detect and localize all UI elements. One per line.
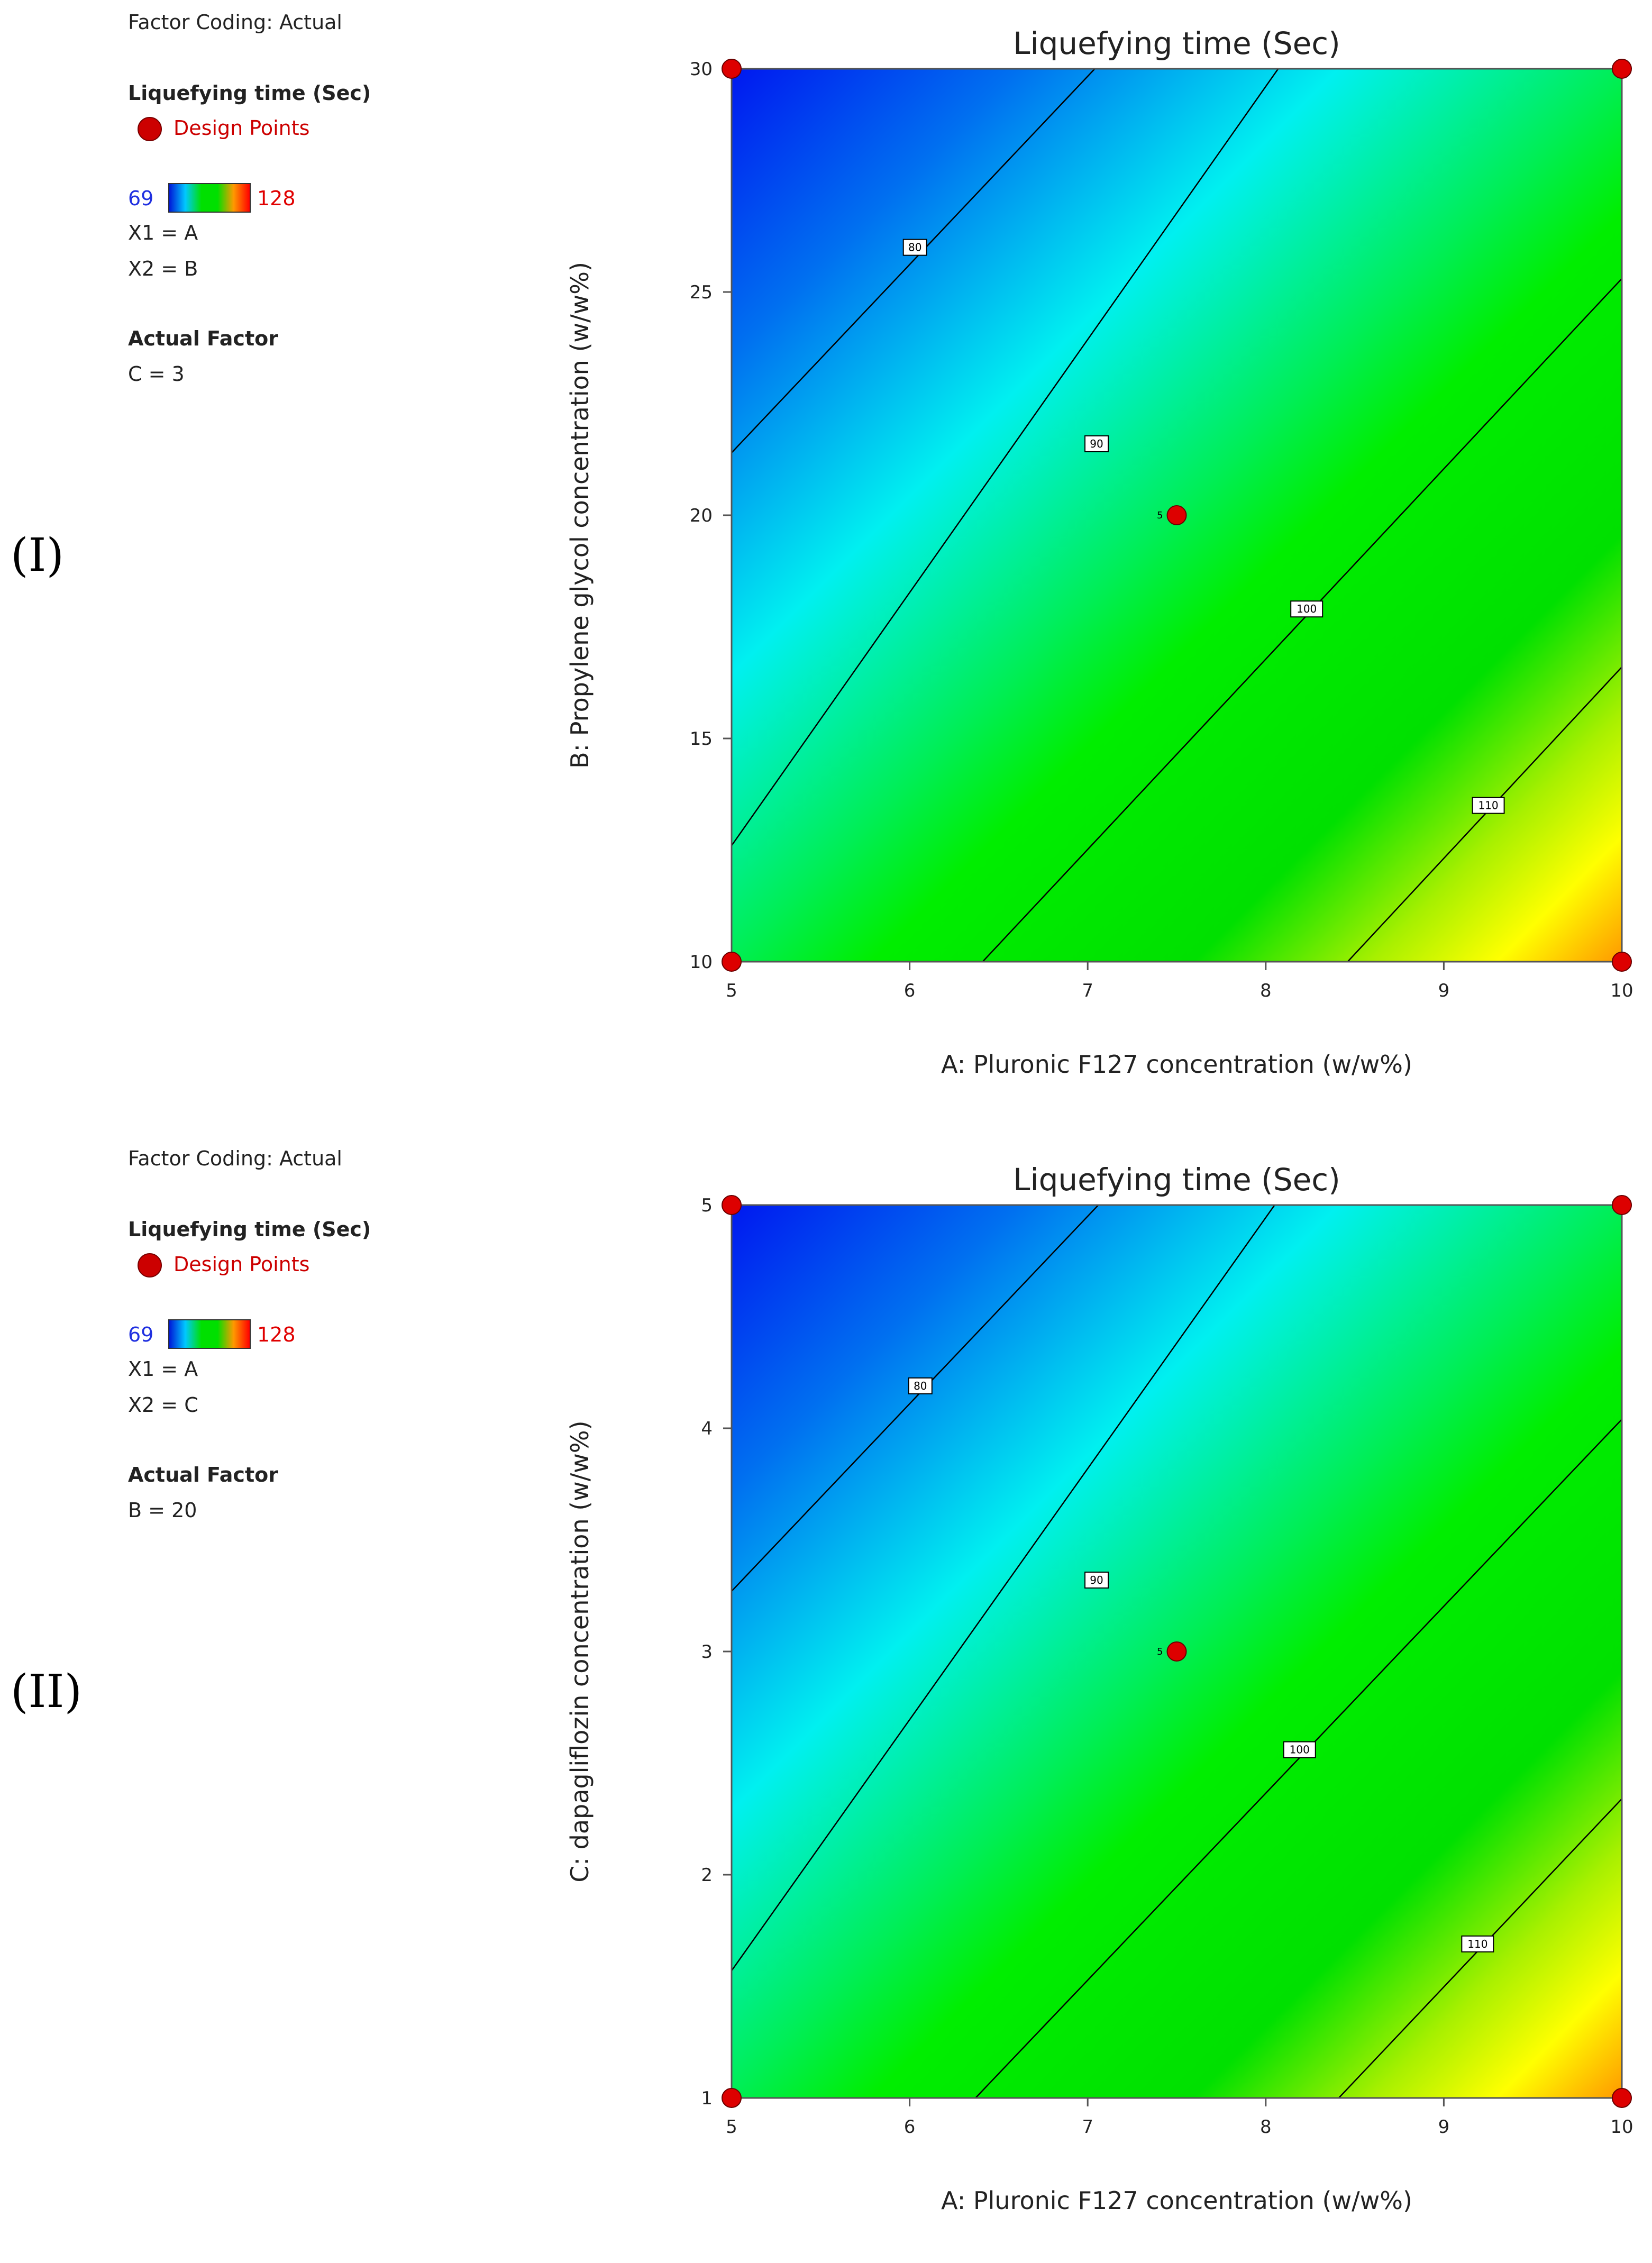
contour-label-box	[902, 239, 927, 256]
x-tick-label: 5	[726, 2116, 737, 2138]
contour-label-box	[1283, 1741, 1316, 1758]
factor-coding: Factor Coding: Actual	[128, 1147, 342, 1170]
x-axis-title: A: Pluronic F127 concentration (w/w%)	[941, 1050, 1412, 1079]
design-point	[722, 952, 742, 972]
design-point	[1612, 1195, 1632, 1215]
actual-factor-heading: Actual Factor	[128, 1463, 278, 1486]
chart-title: Liquefying time (Sec)	[1013, 1162, 1340, 1198]
contour-line-90	[731, 68, 1279, 846]
panel-2: (II) Factor Coding: Actual Liquefying ti…	[0, 1136, 1652, 2263]
y-tick-label: 20	[690, 505, 713, 526]
y-tick-label: 4	[701, 1418, 713, 1439]
design-point	[722, 2088, 742, 2108]
contour-line-110	[1347, 667, 1622, 962]
contour-label-box	[908, 1377, 933, 1394]
x-tick-label: 5	[726, 980, 737, 1001]
panel-label: (II)	[11, 1665, 83, 1718]
x-tick-label: 7	[1082, 2116, 1093, 2138]
x-tick-label: 10	[1610, 980, 1633, 1001]
contour-line-100	[982, 278, 1622, 962]
contour-line-80	[731, 68, 1096, 453]
contour-label: 100	[1290, 1744, 1310, 1756]
panel-1: (I) Factor Coding: Actual Liquefying tim…	[0, 0, 1652, 1127]
contour-label-box	[1290, 600, 1324, 618]
design-point	[1612, 952, 1632, 972]
contour-label-box	[1084, 1571, 1109, 1589]
x-tick-label: 8	[1260, 2116, 1272, 2138]
colorbar	[168, 183, 251, 213]
y-axis-title: B: Propylene glycol concentration (w/w%)	[565, 262, 594, 769]
panel-label: (I)	[11, 529, 65, 582]
x-tick-label: 9	[1438, 980, 1450, 1001]
contour-label: 90	[1090, 1574, 1103, 1586]
y-tick-label: 3	[701, 1641, 713, 1663]
design-point-marker-icon	[138, 1253, 162, 1278]
design-point-marker-icon	[138, 117, 162, 141]
contour-label: 110	[1467, 1938, 1487, 1950]
y-tick-label: 25	[690, 282, 713, 303]
x-tick-label: 8	[1260, 980, 1272, 1001]
y-tick-label: 30	[690, 59, 713, 80]
contour-line-80	[731, 1204, 1099, 1592]
y-tick-label: 10	[690, 952, 713, 973]
x1-mapping: X1 = A	[128, 1357, 198, 1381]
design-point	[1612, 2088, 1632, 2108]
legend-design-points: Design Points	[174, 116, 310, 140]
design-point	[1166, 1641, 1187, 1662]
contour-label-box	[1461, 1935, 1494, 1952]
y-tick-label: 15	[690, 728, 713, 750]
contour-plot: 80 90 100 110 5 6 7 8 9 10 10 15 20 25 30 Liquefying ti…	[565, 25, 1633, 1079]
actual-factor-value: B = 20	[128, 1499, 197, 1522]
contour-label-box	[1472, 797, 1505, 814]
design-point	[1612, 59, 1632, 79]
design-point-count: 5	[1157, 510, 1163, 521]
x2-mapping: X2 = B	[128, 257, 198, 280]
contour-line-100	[975, 1419, 1622, 2098]
x-tick-label: 7	[1082, 980, 1093, 1001]
x-tick-label: 9	[1438, 2116, 1450, 2138]
y-tick-label: 5	[701, 1195, 713, 1216]
y-tick-label: 2	[701, 1865, 713, 1886]
design-point	[722, 59, 742, 79]
actual-factor-value: C = 3	[128, 362, 185, 386]
contour-label: 90	[1090, 437, 1103, 450]
legend-response-title: Liquefying time (Sec)	[128, 81, 371, 105]
colorbar-max: 128	[257, 187, 296, 210]
colorbar-min: 69	[128, 187, 154, 210]
actual-factor-heading: Actual Factor	[128, 327, 278, 350]
x2-mapping: X2 = C	[128, 1393, 198, 1417]
legend-response-title: Liquefying time (Sec)	[128, 1218, 371, 1241]
contour-label-box	[1084, 435, 1109, 452]
factor-coding: Factor Coding: Actual	[128, 11, 342, 34]
contour-label: 80	[914, 1380, 927, 1392]
colorbar-min: 69	[128, 1323, 154, 1346]
contour-label: 80	[908, 241, 921, 254]
x-axis-title: A: Pluronic F127 concentration (w/w%)	[941, 2186, 1412, 2215]
colorbar-max: 128	[257, 1323, 296, 1346]
x1-mapping: X1 = A	[128, 221, 198, 244]
x-tick-label: 10	[1610, 2116, 1633, 2138]
colorbar	[168, 1319, 251, 1349]
design-point	[722, 1195, 742, 1215]
y-axis-title: C: dapagliflozin concentration (w/w%)	[565, 1420, 594, 1882]
contour-label: 110	[1478, 799, 1498, 812]
contour-line-90	[731, 1204, 1275, 1972]
x-tick-label: 6	[904, 980, 916, 1001]
legend-design-points: Design Points	[174, 1253, 310, 1276]
contour-label: 100	[1297, 603, 1317, 615]
x-tick-label: 6	[904, 2116, 916, 2138]
design-point	[1166, 505, 1187, 525]
design-point-count: 5	[1157, 1646, 1163, 1657]
y-tick-label: 1	[701, 2088, 713, 2109]
chart-title: Liquefying time (Sec)	[1013, 25, 1340, 61]
contour-plot: 80 90 100 110 5 6 7 8 9 10 1 2 3 4 5 Liquefying time (S…	[565, 1162, 1633, 2215]
